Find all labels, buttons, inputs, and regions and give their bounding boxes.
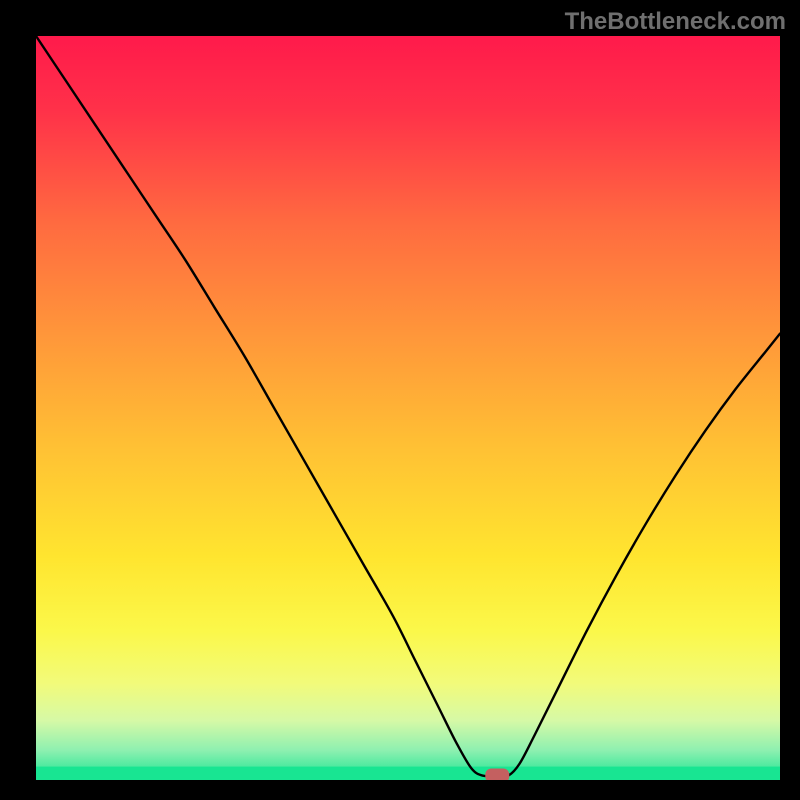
chart-frame: TheBottleneck.com	[0, 0, 800, 800]
plot-area	[36, 36, 780, 780]
plot-svg	[36, 36, 780, 780]
bottom-band	[36, 767, 780, 780]
gradient-background	[36, 36, 780, 780]
watermark-text: TheBottleneck.com	[565, 8, 786, 36]
optimum-marker	[485, 769, 509, 780]
